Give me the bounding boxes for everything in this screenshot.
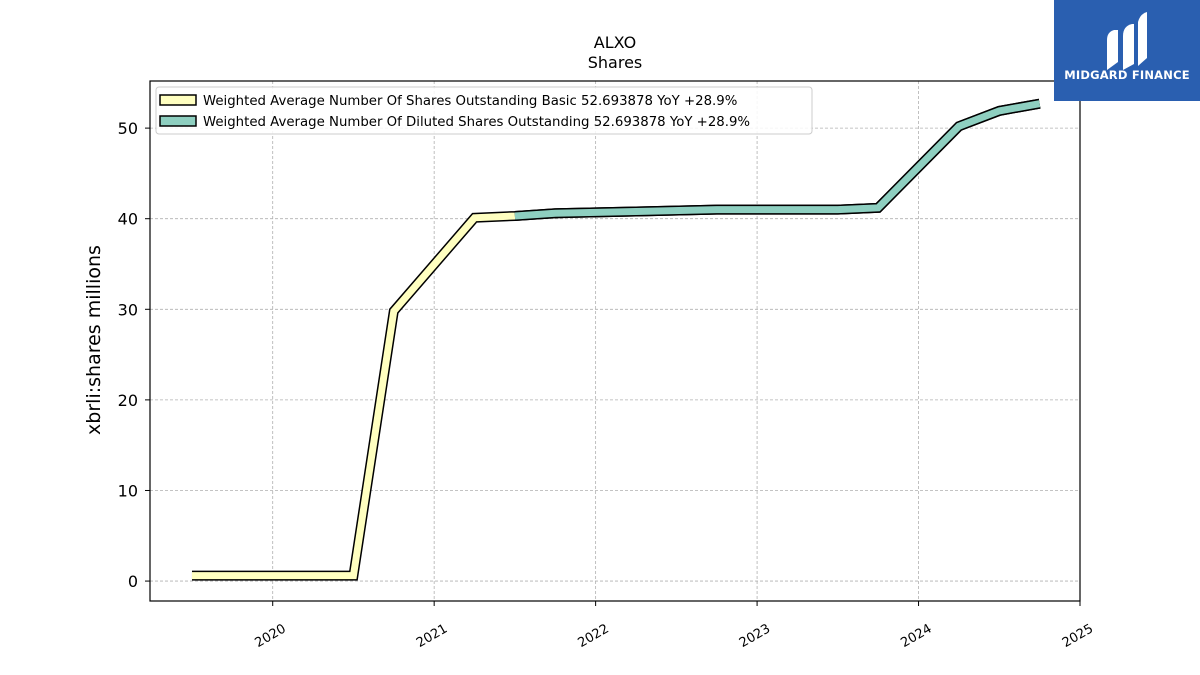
chart-title: ALXO [594,33,636,52]
series-line-2 [514,100,1041,220]
y-tick-label: 0 [128,572,138,591]
y-tick-label: 20 [118,391,138,410]
x-tick-label: 2024 [898,621,934,651]
legend-swatch-2 [159,115,197,127]
legend-label-1: Weighted Average Number Of Shares Outsta… [203,94,737,109]
x-tick-label: 2020 [253,621,289,651]
x-tick-label: 2025 [1060,621,1096,651]
legend: Weighted Average Number Of Shares Outsta… [155,86,813,135]
y-tick-label: 10 [118,481,138,500]
logo-text: MIDGARD FINANCE [1064,68,1190,82]
y-axis-label: xbrli:shares millions [83,245,105,435]
legend-swatch-1 [159,94,197,106]
chart-subtitle: Shares [588,53,643,72]
y-tick-label: 30 [118,300,138,319]
y-tick-label: 40 [118,210,138,229]
midgard-finance-logo: MIDGARD FINANCE [1054,0,1200,101]
plot-frame [149,80,1081,602]
y-tick-label: 50 [118,119,138,138]
x-tick-label: 2021 [414,621,450,651]
legend-box [155,86,813,135]
legend-label-2: Weighted Average Number Of Diluted Share… [203,115,750,130]
logo-mark-icon [1107,12,1147,70]
plot-area: 0 10 20 30 40 50 2020 2021 2022 2023 2024 2025 Weigh… [118,80,1096,651]
x-tick-label: 2022 [575,621,611,651]
x-tick-label: 2023 [737,621,773,651]
